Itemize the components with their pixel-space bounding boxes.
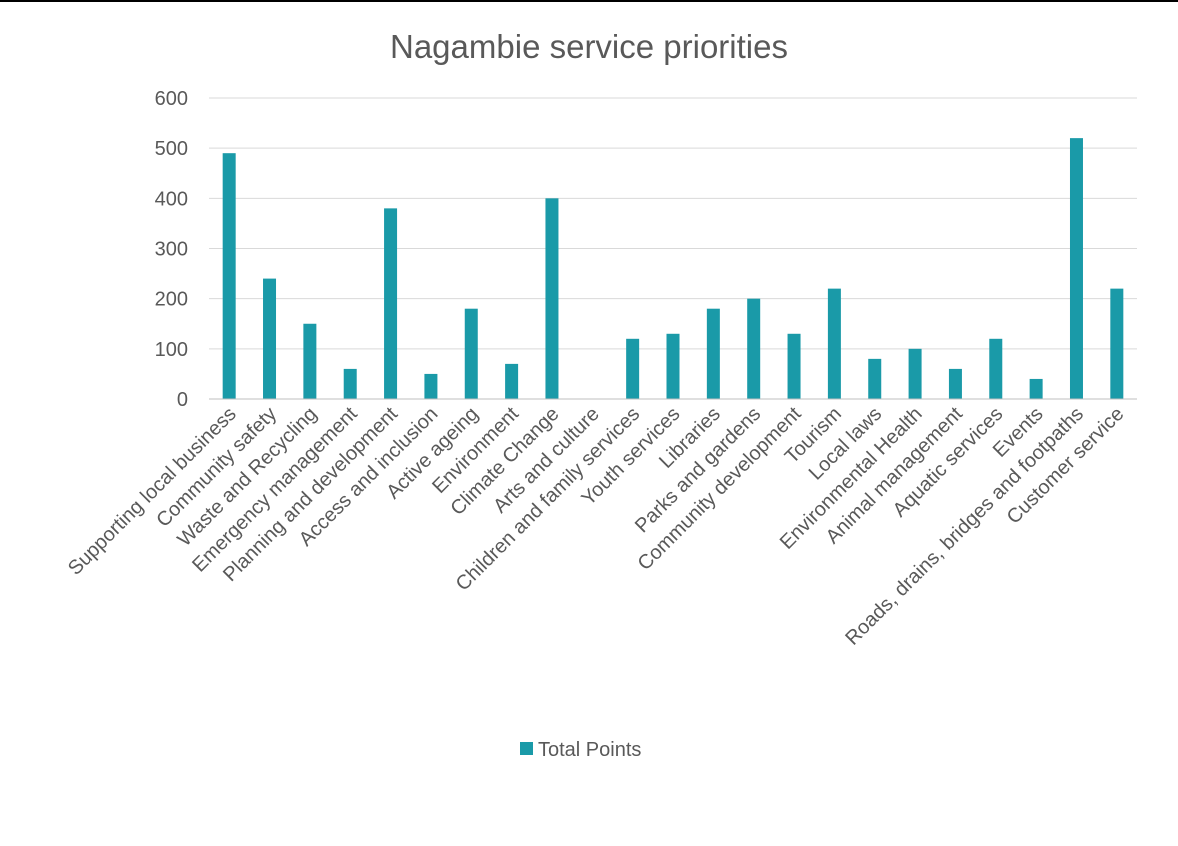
bar xyxy=(706,308,720,399)
bar xyxy=(545,198,559,399)
legend: Total Points xyxy=(520,739,641,761)
bar xyxy=(1029,378,1043,399)
chart-title: Nagambie service priorities xyxy=(390,28,788,65)
bar xyxy=(666,333,680,399)
y-tick-label: 100 xyxy=(155,339,188,361)
bar xyxy=(827,288,841,399)
bar xyxy=(263,278,277,399)
y-tick-label: 200 xyxy=(155,289,188,311)
bar xyxy=(948,368,962,399)
bar xyxy=(222,153,236,399)
bars xyxy=(222,138,1124,399)
bar xyxy=(747,298,761,399)
y-axis-ticks: 0 100 200 300 400 500 600 xyxy=(155,88,188,411)
bar xyxy=(868,358,882,399)
legend-swatch xyxy=(520,742,533,755)
bar xyxy=(303,323,317,399)
gridlines xyxy=(209,97,1137,350)
y-tick-label: 300 xyxy=(155,239,188,261)
y-tick-label: 400 xyxy=(155,188,188,210)
y-tick-label: 0 xyxy=(177,389,188,411)
bar xyxy=(384,208,398,399)
bar xyxy=(343,368,357,399)
bar xyxy=(908,348,922,399)
bar xyxy=(989,338,1003,399)
y-tick-label: 600 xyxy=(155,88,188,110)
bar xyxy=(505,363,519,399)
bar xyxy=(787,333,801,399)
bar xyxy=(464,308,478,399)
bar xyxy=(424,373,438,399)
bar xyxy=(1110,288,1124,399)
bar xyxy=(626,338,640,399)
bar xyxy=(1069,138,1083,399)
y-tick-label: 500 xyxy=(155,138,188,160)
legend-label: Total Points xyxy=(538,739,641,761)
